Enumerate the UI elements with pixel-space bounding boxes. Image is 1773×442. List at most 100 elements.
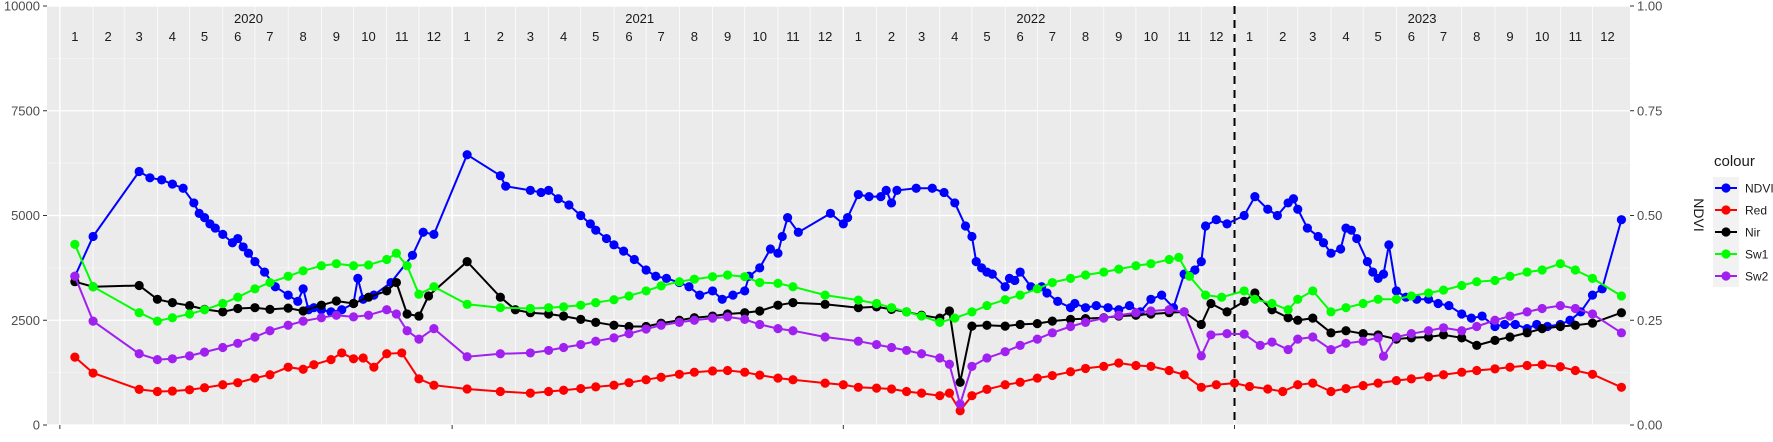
month-label: 1 [1246,29,1253,44]
left-tick-label: 2500 [11,313,40,328]
data-point [558,342,569,353]
legend-item-nir: Nir [1713,221,1760,243]
data-point [501,181,511,191]
data-point [1293,204,1303,214]
data-point [987,269,997,279]
data-point [1423,326,1434,336]
data-point [689,274,699,284]
month-label: 12 [818,29,832,44]
data-point [1065,367,1076,377]
data-point [1457,280,1467,291]
data-point [184,300,195,311]
data-point [1032,284,1042,294]
data-point [927,183,937,193]
data-point [152,316,162,326]
right-tick-label: 0.00 [1637,418,1662,433]
data-point [134,166,144,177]
month-label: 9 [333,29,340,44]
data-point [982,384,992,394]
data-point [1373,378,1383,388]
data-point [462,150,472,160]
data-point [1378,351,1389,361]
data-point [722,312,733,322]
data-point [793,227,803,237]
data-point [1341,326,1351,336]
data-point [1423,294,1434,304]
data-point [348,261,359,271]
data-point [656,320,666,330]
data-point [1406,329,1416,339]
legend-marker [1721,227,1731,237]
data-point [543,303,554,313]
data-point [353,273,363,283]
month-label: 7 [658,29,665,44]
month-label: 6 [1017,29,1024,44]
legend-marker [1721,271,1731,281]
data-point [1164,305,1174,315]
data-point [838,380,848,390]
data-point [916,349,927,359]
data-point [1537,303,1547,314]
data-point [1570,303,1580,314]
data-point [1326,307,1336,317]
data-point [955,377,965,387]
data-point [1091,300,1101,311]
month-label: 8 [691,29,698,44]
month-label: 4 [951,29,958,44]
year-label: 2022 [1016,11,1045,26]
data-point [1267,337,1277,347]
data-point [134,280,144,291]
data-point [820,332,830,342]
data-point [1206,330,1216,340]
data-point [358,353,368,363]
data-point [853,189,863,200]
data-point [525,348,535,358]
data-point [782,212,793,223]
data-point [624,378,634,388]
data-point [363,260,374,270]
data-point [70,352,80,362]
data-point [788,282,798,292]
data-point [1444,300,1454,311]
month-label: 1 [855,29,862,44]
data-point [1505,311,1515,321]
legend-item-red: Red [1713,199,1767,221]
data-point [955,406,965,416]
data-point [684,282,694,292]
month-label: 7 [266,29,273,44]
data-point [1015,267,1025,277]
year-label: 2021 [625,11,654,26]
data-point [283,362,293,372]
legend: colour NDVI Red Nir Sw1 Sw2 [1713,153,1773,287]
data-point [1283,344,1293,355]
data-point [298,306,308,316]
legend-label: Sw2 [1745,270,1769,284]
data-point [609,295,619,305]
data-point [1336,244,1346,254]
month-label: 1 [71,29,78,44]
data-point [429,282,439,292]
data-point [218,229,228,239]
data-point [265,326,275,336]
data-point [944,306,955,316]
data-point [1472,277,1482,287]
data-point [298,284,308,294]
data-point [967,307,977,317]
data-point [1406,291,1416,301]
data-point [382,349,392,359]
data-point [1522,307,1532,317]
data-point [1423,372,1434,382]
data-point [1490,275,1500,286]
data-point [886,384,897,394]
data-point [765,244,776,254]
data-point [1250,192,1260,202]
data-point [661,273,672,283]
data-point [1326,386,1336,397]
data-point [1015,290,1025,300]
data-point [1326,344,1336,355]
data-point [1015,340,1025,350]
data-point [402,261,412,271]
data-point [250,373,260,383]
